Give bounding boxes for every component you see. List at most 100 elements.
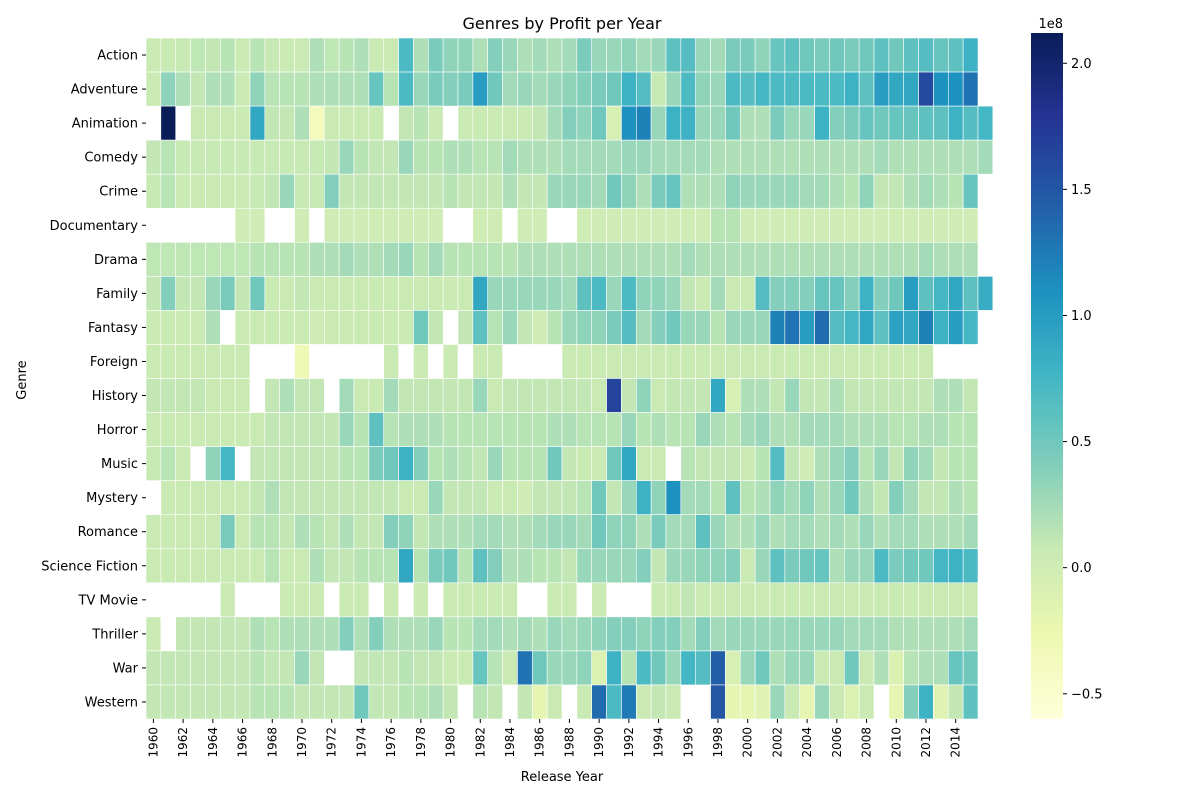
heatmap-cell xyxy=(264,276,281,311)
heatmap-cell xyxy=(338,310,355,345)
heatmap-cell xyxy=(962,173,979,209)
heatmap-cell xyxy=(190,71,206,107)
heatmap-cell xyxy=(175,310,191,345)
heatmap-cell xyxy=(487,242,503,277)
heatmap-cell xyxy=(947,514,964,550)
heatmap-cell xyxy=(918,173,934,209)
heatmap-cell xyxy=(933,684,949,720)
heatmap-cell xyxy=(383,242,399,277)
heatmap-cell xyxy=(383,412,399,447)
heatmap-cell xyxy=(769,412,786,447)
heatmap-cell xyxy=(888,684,905,720)
heatmap-cell xyxy=(933,548,949,584)
heatmap-cell xyxy=(918,684,934,720)
heatmap-cell xyxy=(383,378,399,413)
heatmap-cell xyxy=(502,173,518,209)
heatmap-cell xyxy=(769,207,786,243)
heatmap-cell xyxy=(561,378,578,413)
heatmap-cell xyxy=(546,446,563,481)
heatmap-cell xyxy=(695,37,711,73)
heatmap-cell xyxy=(205,412,221,447)
heatmap-cell xyxy=(933,650,949,686)
heatmap-cell xyxy=(858,207,875,243)
heatmap-cell xyxy=(175,412,191,447)
heatmap-cell xyxy=(219,684,236,720)
heatmap-cell xyxy=(665,173,682,209)
heatmap-cell xyxy=(739,582,756,618)
heatmap-cell xyxy=(739,310,756,345)
heatmap-cell xyxy=(413,582,429,618)
heatmap-cell xyxy=(635,684,652,720)
heatmap-cell xyxy=(621,242,637,277)
heatmap-cell xyxy=(561,105,578,141)
heatmap-cell xyxy=(665,139,682,175)
heatmap-cell xyxy=(606,548,622,584)
heatmap-cell xyxy=(754,276,771,311)
heatmap-cell xyxy=(413,139,429,175)
heatmap-cell xyxy=(249,37,266,73)
heatmap-cell xyxy=(591,412,607,447)
heatmap-cell xyxy=(413,71,429,107)
heatmap-cell xyxy=(234,378,251,413)
x-tick-label: 1968 xyxy=(265,727,279,758)
heatmap-cell xyxy=(145,344,162,379)
heatmap-cell xyxy=(234,276,251,311)
heatmap-cell xyxy=(368,207,385,243)
heatmap-cell xyxy=(962,480,979,515)
heatmap-cell xyxy=(784,480,801,515)
heatmap-cell xyxy=(769,684,786,720)
heatmap-cell xyxy=(829,344,845,379)
heatmap-cell xyxy=(710,276,726,311)
heatmap-cell xyxy=(457,71,474,107)
heatmap-cell xyxy=(413,173,429,209)
heatmap-cell xyxy=(160,684,177,720)
heatmap-cell xyxy=(799,582,815,618)
heatmap-cell xyxy=(219,548,236,584)
heatmap-cell xyxy=(843,548,860,584)
heatmap-cell xyxy=(725,344,741,379)
x-tick-label: 1978 xyxy=(414,727,428,758)
heatmap-cell xyxy=(487,548,503,584)
heatmap-cell xyxy=(502,139,518,175)
heatmap-cell xyxy=(234,37,251,73)
heatmap-cell xyxy=(279,446,295,481)
heatmap-cell xyxy=(457,139,474,175)
heatmap-cell xyxy=(427,139,444,175)
heatmap-cell xyxy=(725,173,741,209)
heatmap-cell xyxy=(680,446,697,481)
heatmap-cell xyxy=(784,37,801,73)
heatmap-cell xyxy=(858,650,875,686)
heatmap-cell xyxy=(442,616,459,652)
heatmap-cell xyxy=(234,105,251,141)
heatmap-cell xyxy=(561,242,578,277)
heatmap-cell xyxy=(873,71,890,107)
heatmap-cell xyxy=(338,173,355,209)
heatmap-cell xyxy=(843,582,860,618)
heatmap-cell xyxy=(190,514,206,550)
heatmap-cell xyxy=(427,378,444,413)
x-tick-label: 2010 xyxy=(889,727,903,758)
heatmap-cell xyxy=(442,71,459,107)
heatmap-cell xyxy=(635,139,652,175)
heatmap-cell xyxy=(219,650,236,686)
heatmap-cell xyxy=(442,173,459,209)
heatmap-cell xyxy=(888,276,905,311)
heatmap-cell xyxy=(353,139,370,175)
heatmap-cell xyxy=(650,207,667,243)
heatmap-cell xyxy=(650,242,667,277)
heatmap-cell xyxy=(858,105,875,141)
heatmap-cell xyxy=(918,412,934,447)
heatmap-cell xyxy=(294,71,310,107)
heatmap-cell xyxy=(472,412,489,447)
heatmap-cell xyxy=(858,71,875,107)
heatmap-cell xyxy=(769,310,786,345)
heatmap-cell xyxy=(323,412,340,447)
heatmap-cell xyxy=(398,412,414,447)
heatmap-cell xyxy=(457,242,474,277)
heatmap-cell xyxy=(843,71,860,107)
heatmap-cell xyxy=(933,412,949,447)
heatmap-cell xyxy=(635,276,652,311)
x-tick-label: 1990 xyxy=(592,727,606,758)
heatmap-cell xyxy=(368,650,385,686)
heatmap-cell xyxy=(858,242,875,277)
